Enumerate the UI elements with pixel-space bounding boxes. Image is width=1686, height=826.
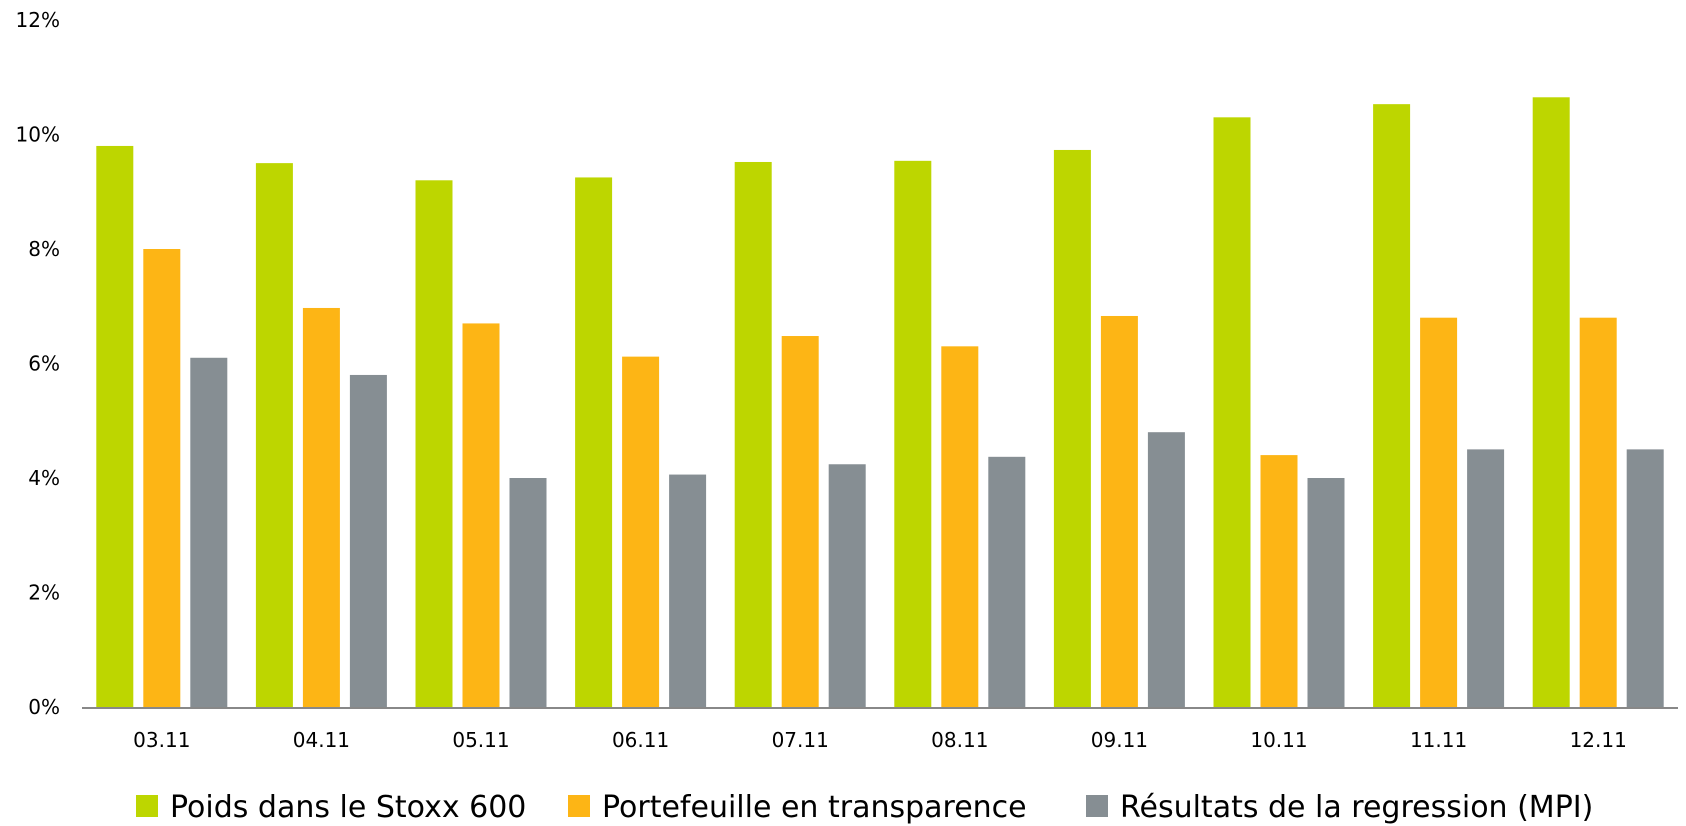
x-tick-label: 11.11: [1410, 728, 1467, 752]
bar-series-3-07.11: [828, 464, 866, 707]
bar-series-2-04.11: [302, 307, 340, 707]
legend-label-2: Portefeuille en transparence: [602, 790, 1027, 825]
bar-series-2-11.11: [1420, 317, 1458, 707]
bar-series-2-12.11: [1579, 317, 1617, 707]
bar-series-3-06.11: [669, 474, 707, 707]
legend-label-3: Résultats de la regression (MPI): [1120, 790, 1593, 825]
y-tick-label: 4%: [28, 466, 60, 490]
y-tick-label: 8%: [28, 237, 60, 261]
bar-series-2-03.11: [143, 249, 181, 707]
x-tick-label: 10.11: [1250, 728, 1307, 752]
x-tick-label: 09.11: [1091, 728, 1148, 752]
x-tick-label: 06.11: [612, 728, 669, 752]
bar-series-1-06.11: [575, 177, 613, 707]
x-tick-label: 12.11: [1570, 728, 1627, 752]
bar-series-1-04.11: [255, 163, 293, 707]
x-tick-label: 03.11: [133, 728, 190, 752]
bar-series-2-05.11: [462, 323, 500, 707]
bar-series-1-09.11: [1053, 149, 1091, 707]
x-tick-label: 04.11: [293, 728, 350, 752]
bar-series-3-12.11: [1626, 449, 1664, 707]
bar-series-1-10.11: [1213, 117, 1251, 707]
y-tick-label: 6%: [28, 352, 60, 376]
bar-series-3-10.11: [1307, 478, 1345, 707]
legend-swatch-3: [1086, 795, 1108, 817]
y-tick-label: 10%: [16, 123, 60, 147]
bar-series-2-08.11: [941, 346, 979, 707]
x-tick-label: 05.11: [452, 728, 509, 752]
y-tick-label: 12%: [16, 8, 60, 32]
bar-series-1-08.11: [894, 160, 932, 707]
bar-series-3-08.11: [988, 456, 1026, 707]
x-axis-ticks: 03.11 04.11 05.11 06.11 07.11 08.11 09.11 10.11…: [133, 728, 1627, 752]
bar-series-2-09.11: [1100, 315, 1138, 707]
bar-series-2-07.11: [781, 336, 819, 707]
bar-series-3-03.11: [190, 357, 228, 707]
bar-series-1-05.11: [415, 180, 453, 708]
legend-label-1: Poids dans le Stoxx 600: [170, 790, 526, 825]
bar-series-1-12.11: [1532, 97, 1570, 708]
x-tick-label: 08.11: [931, 728, 988, 752]
y-tick-label: 2%: [28, 581, 60, 605]
y-tick-label: 0%: [28, 695, 60, 719]
legend-swatch-1: [136, 795, 158, 817]
bar-series-3-11.11: [1467, 449, 1505, 707]
bar-series-1-07.11: [734, 161, 772, 708]
y-axis-ticks: 0% 2% 4% 6% 8% 10% 12%: [16, 8, 60, 719]
bars: [96, 97, 1664, 708]
bar-series-1-03.11: [96, 145, 134, 707]
bar-series-1-11.11: [1373, 104, 1411, 708]
bar-series-2-10.11: [1260, 455, 1298, 707]
legend: Poids dans le Stoxx 600 Portefeuille en t…: [136, 790, 1593, 825]
bar-series-3-04.11: [349, 374, 387, 707]
x-tick-label: 07.11: [772, 728, 829, 752]
bar-series-3-09.11: [1147, 432, 1185, 707]
bar-series-2-06.11: [622, 356, 660, 707]
legend-swatch-2: [568, 795, 590, 817]
bar-series-3-05.11: [509, 478, 547, 707]
